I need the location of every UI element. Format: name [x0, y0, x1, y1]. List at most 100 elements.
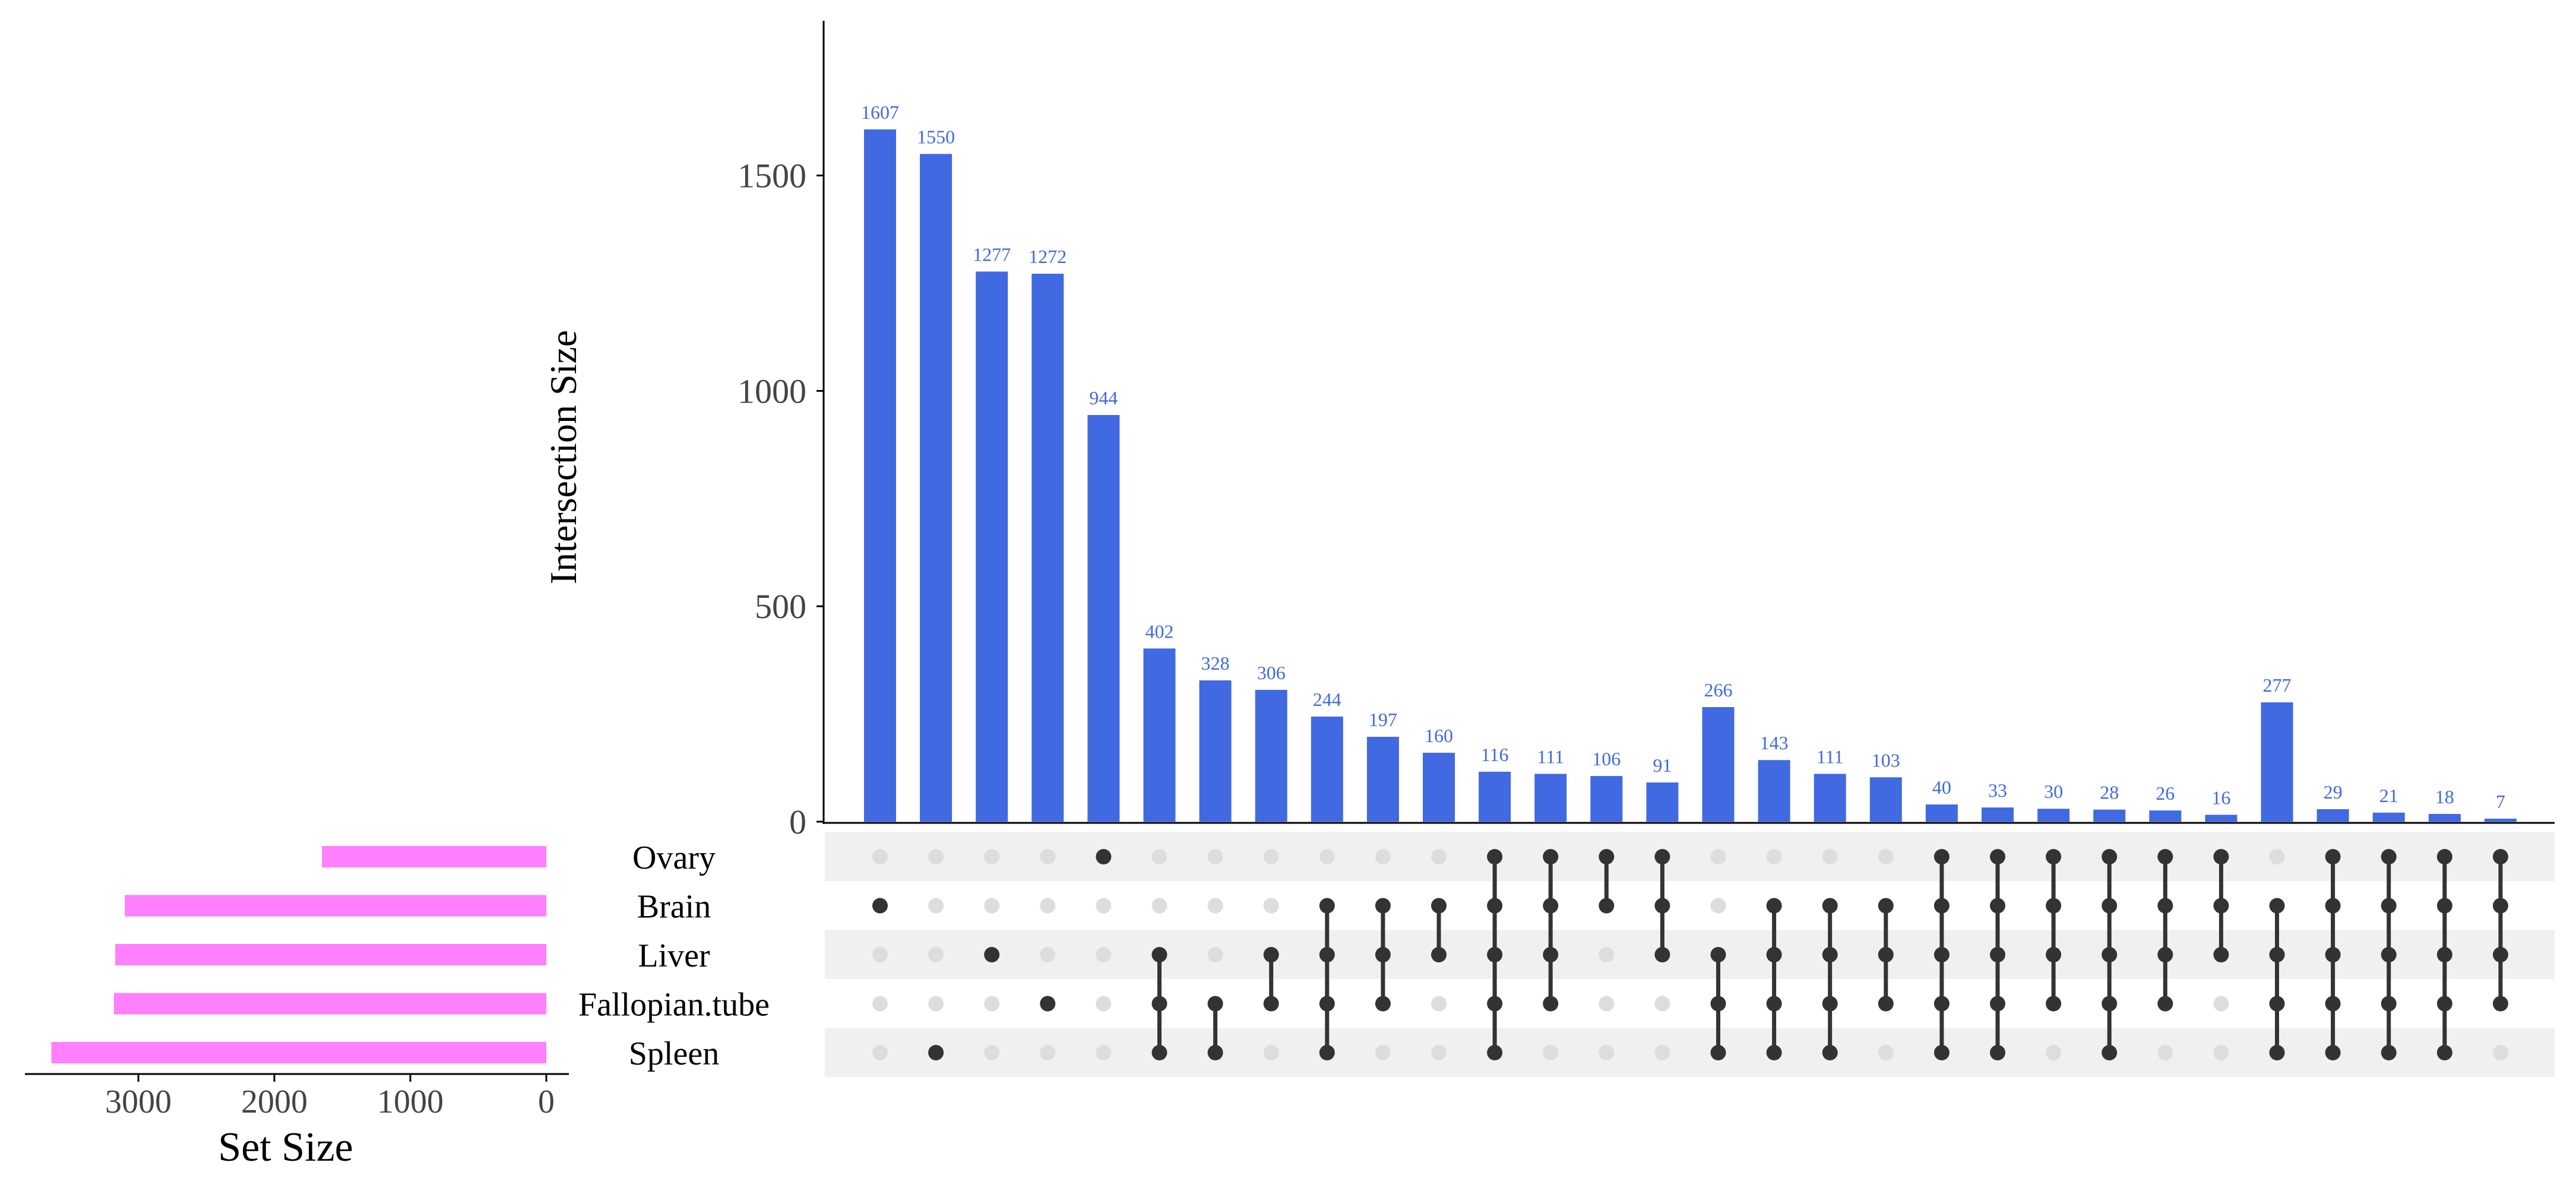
matrix-dot-inactive: [1599, 1045, 1615, 1060]
matrix-dot-active: [1151, 996, 1167, 1012]
intersection-bar: [1702, 707, 1735, 822]
matrix-dot-active: [2102, 849, 2118, 864]
y-tick-label: 500: [755, 587, 806, 626]
matrix-dot-inactive: [1040, 898, 1056, 914]
intersection-bar-label: 18: [2435, 786, 2454, 807]
intersection-bar-label: 33: [1988, 780, 2007, 801]
intersection-bar: [864, 129, 896, 822]
matrix-dot-active: [1487, 898, 1503, 914]
matrix-dot-active: [1487, 996, 1503, 1012]
matrix-dot-active: [2269, 947, 2285, 962]
matrix-dot-active: [1543, 996, 1559, 1012]
matrix-dot-active: [2157, 996, 2173, 1012]
matrix-dot-active: [1710, 1045, 1726, 1060]
matrix-dot-active: [2269, 1045, 2285, 1060]
intersection-bar-label: 1550: [917, 126, 955, 147]
matrix-dot-active: [2269, 996, 2285, 1012]
matrix-dot-inactive: [928, 947, 944, 962]
set-size-tick-label: 3000: [105, 1084, 172, 1120]
matrix-dot-active: [1375, 947, 1391, 962]
matrix-dot-active: [1710, 996, 1726, 1012]
matrix-dot-active: [1654, 898, 1670, 914]
intersection-bar: [1366, 737, 1399, 822]
set-name-label: Liver: [638, 937, 710, 974]
set-size-axis-title: Set Size: [218, 1124, 353, 1170]
matrix-dot-inactive: [1207, 898, 1223, 914]
intersection-bar-label: 160: [1425, 725, 1453, 746]
intersection-bar: [2205, 815, 2238, 822]
matrix-dot-active: [1990, 947, 2005, 962]
matrix-dot-active: [872, 898, 888, 914]
intersection-bar-label: 244: [1313, 689, 1341, 710]
matrix-dot-inactive: [1431, 996, 1447, 1012]
set-size-bars: [51, 846, 547, 1063]
matrix-dot-active: [1375, 996, 1391, 1012]
intersection-bar: [1031, 274, 1064, 822]
set-name-label: Fallopian.tube: [578, 987, 770, 1024]
intersection-bar: [1814, 774, 1846, 822]
matrix-dot-active: [1207, 996, 1223, 1012]
matrix-dot-active: [2325, 996, 2341, 1012]
matrix-dot-active: [2325, 898, 2341, 914]
intersection-bar: [2372, 812, 2405, 822]
intersection-bar: [1311, 716, 1343, 822]
matrix-dot-inactive: [1263, 1045, 1279, 1060]
matrix-dot-active: [2436, 849, 2452, 864]
matrix-dot-active: [1822, 947, 1838, 962]
intersection-bar-label: 306: [1257, 662, 1286, 683]
matrix-dot-active: [1654, 849, 1670, 864]
set-name-label: Brain: [637, 889, 711, 926]
matrix-dot-active: [2046, 849, 2062, 864]
matrix-dot-active: [1933, 996, 1950, 1012]
intersection-bar: [2149, 810, 2182, 822]
intersection-bar-label: 116: [1481, 744, 1509, 765]
matrix-dot-active: [2436, 947, 2452, 962]
matrix-dot-active: [1151, 947, 1167, 962]
matrix-dot-inactive: [1040, 1045, 1056, 1060]
matrix-dot-active: [1990, 1045, 2005, 1060]
matrix-dot-active: [1766, 898, 1782, 914]
matrix-dot-active: [1766, 947, 1782, 962]
matrix-dot-active: [1933, 947, 1950, 962]
intersection-bar-label: 40: [1932, 777, 1951, 798]
matrix-dot-inactive: [2269, 849, 2285, 864]
matrix-dot-inactive: [984, 898, 1000, 914]
matrix-dot-active: [2492, 947, 2508, 962]
matrix-dot-active: [2269, 898, 2285, 914]
set-size-bar: [51, 1042, 546, 1063]
matrix-dot-active: [2381, 947, 2397, 962]
matrix-dot-active: [2046, 898, 2062, 914]
matrix-dot-inactive: [1263, 898, 1279, 914]
set-size-tick-label: 2000: [241, 1084, 308, 1120]
matrix-dot-active: [1096, 849, 1112, 864]
matrix-dot-active: [1319, 947, 1335, 962]
matrix-dot-inactive: [2157, 1045, 2173, 1060]
matrix-row-stripe: [825, 930, 2555, 980]
matrix-dot-active: [2213, 947, 2229, 962]
matrix-dot-inactive: [1096, 1045, 1112, 1060]
intersection-bar: [976, 271, 1008, 822]
set-size-axis: 3000 2000 1000 0: [25, 1073, 569, 1120]
matrix-dot-active: [1543, 947, 1559, 962]
intersection-bar-label: 111: [1537, 746, 1564, 767]
matrix-dot-inactive: [1207, 849, 1223, 864]
matrix-dot-active: [1878, 996, 1894, 1012]
matrix-dot-inactive: [1431, 849, 1447, 864]
intersection-bar-label: 944: [1089, 387, 1118, 408]
matrix-dot-inactive: [2213, 996, 2229, 1012]
matrix-dot-inactive: [1878, 849, 1894, 864]
intersection-bars: [864, 129, 2517, 822]
intersection-bar: [1925, 804, 1958, 822]
matrix-row-stripes: [825, 832, 2555, 1078]
intersection-bar-label: 103: [1872, 749, 1900, 771]
matrix-dot-active: [1599, 898, 1615, 914]
intersection-bar-label: 106: [1592, 748, 1621, 769]
matrix-dot-inactive: [1207, 947, 1223, 962]
matrix-row-stripe: [825, 832, 2555, 882]
matrix-dot-active: [2325, 947, 2341, 962]
matrix-dot-inactive: [928, 996, 944, 1012]
intersection-bar: [1758, 760, 1790, 822]
y-tick-label: 1500: [738, 157, 806, 195]
matrix-dot-active: [984, 947, 1000, 962]
matrix-dot-active: [2213, 898, 2229, 914]
